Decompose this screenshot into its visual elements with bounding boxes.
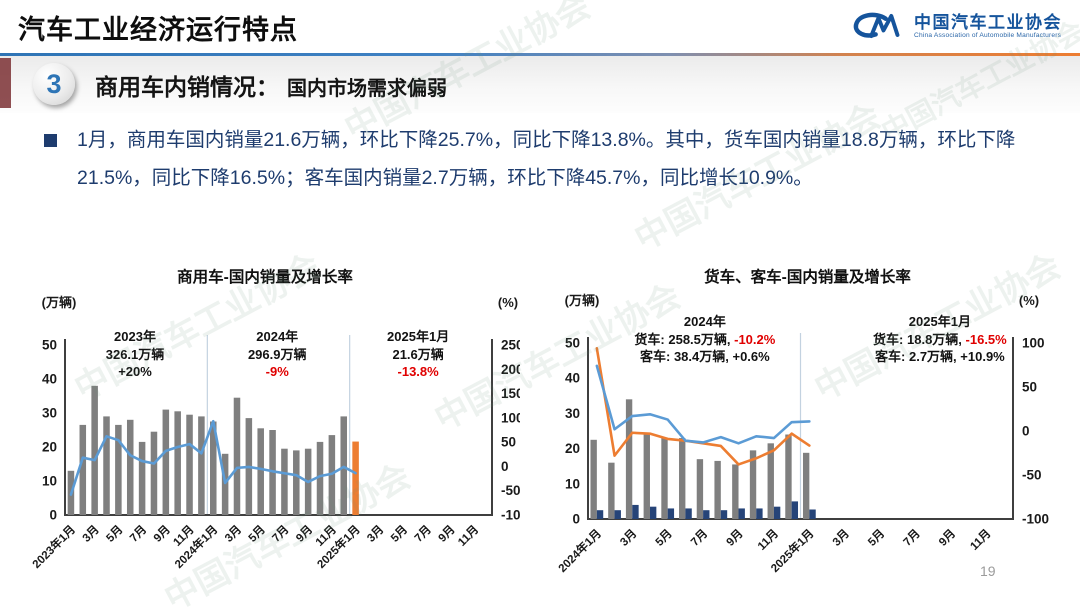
axis-unit-labels: (万辆) (%) [565, 293, 1039, 308]
axis-unit-labels: (万辆) (%) [42, 295, 518, 310]
bars-1 [596, 501, 816, 519]
svg-text:40: 40 [42, 372, 57, 387]
period-dividers [206, 335, 351, 515]
chart-annotation: 2025年1月 21.6万辆 -13.8% [387, 329, 450, 379]
svg-text:150: 150 [501, 386, 520, 401]
summary-text: 1月，商用车国内销量21.6万辆，环比下降25.7%，同比下降13.8%。其中，… [77, 129, 1016, 189]
svg-text:5月: 5月 [104, 523, 126, 545]
growth-line-0 [69, 419, 357, 496]
svg-text:20: 20 [42, 440, 57, 455]
y-axis-left-labels: 50 40 30 20 10 0 [42, 338, 57, 523]
svg-text:9月: 9月 [293, 523, 315, 545]
y-axis-right-labels: 100 50 0 -50 -100 [1022, 336, 1049, 527]
axes [587, 337, 1014, 520]
section-band: 3 商用车内销情况： 国内市场需求偏弱 [0, 56, 1080, 113]
svg-text:-50: -50 [501, 483, 520, 498]
svg-text:7月: 7月 [412, 523, 434, 545]
svg-text:7月: 7月 [688, 527, 710, 549]
svg-text:7月: 7月 [127, 523, 149, 545]
bars-0 [590, 399, 810, 519]
svg-text:5月: 5月 [246, 523, 268, 545]
svg-text:(%): (%) [1019, 293, 1039, 308]
bars-0 [67, 385, 359, 515]
chart-title: 货车、客车-国内销量及增长率 [704, 269, 911, 286]
section-title: 商用车内销情况： 国内市场需求偏弱 [95, 73, 447, 100]
svg-text:0: 0 [501, 459, 509, 474]
svg-text:3月: 3月 [830, 527, 852, 549]
svg-text:11月: 11月 [455, 523, 481, 549]
y-axis-left-labels: 50 40 30 20 10 0 [565, 336, 580, 527]
svg-text:50: 50 [501, 435, 516, 450]
axes [64, 339, 493, 516]
svg-text:40: 40 [565, 371, 580, 386]
chart-commercial-vehicle: 商用车-国内销量及增长率 50 40 30 20 10 0 250 200 150 100 50 0-… [10, 255, 520, 603]
svg-text:-100: -100 [1022, 512, 1049, 527]
svg-text:2024年1月: 2024年1月 [555, 526, 604, 575]
svg-text:-50: -50 [1022, 468, 1042, 483]
section-number-badge: 3 [33, 63, 75, 105]
chart-title: 商用车-国内销量及增长率 [177, 269, 353, 286]
chart-truck-bus: 货车、客车-国内销量及增长率 50 40 30 20 10 0 100 50 0 -50 -100(… [545, 255, 1070, 603]
growth-line-1 [595, 364, 811, 445]
svg-text:9月: 9月 [936, 527, 958, 549]
svg-text:11月: 11月 [755, 527, 781, 553]
caam-logo-icon [853, 12, 900, 39]
chart-annotation: 2024年 货车: 258.5万辆, -10.2% 客车: 38.4万辆, +0.6… [634, 314, 776, 364]
section-band-accent [0, 58, 11, 108]
svg-text:0: 0 [49, 508, 57, 523]
chart-annotation: 2023年 326.1万辆 +20% [105, 329, 165, 379]
svg-text:5月: 5月 [653, 527, 675, 549]
svg-text:0: 0 [1022, 424, 1030, 439]
svg-text:100: 100 [501, 410, 520, 425]
svg-text:200: 200 [501, 362, 520, 377]
svg-text:9月: 9月 [151, 523, 173, 545]
section-subtitle: 国内市场需求偏弱 [287, 77, 447, 100]
svg-text:-100: -100 [501, 508, 520, 523]
chart-annotation: 2024年 296.9万辆 -9% [247, 329, 307, 379]
caam-logo: 中国汽车工业协会 China Association of Automobile… [851, 8, 1062, 44]
summary-paragraph: 1月，商用车国内销量21.6万辆，环比下降25.7%，同比下降13.8%。其中，… [44, 121, 1080, 197]
svg-text:10: 10 [42, 474, 57, 489]
caam-name-cn: 中国汽车工业协会 [914, 13, 1062, 32]
svg-text:(%): (%) [498, 295, 518, 310]
header-divider [0, 53, 1080, 56]
svg-text:(万辆): (万辆) [565, 293, 600, 308]
chart-canvas: 50403020100250200150100500-50-100(万辆)(%)… [29, 295, 520, 571]
y-axis-right-labels: 250 200 150 100 50 0 -50 -100 [501, 338, 520, 523]
page-number: 19 [980, 563, 996, 579]
svg-text:100: 100 [1022, 336, 1045, 351]
svg-text:7月: 7月 [901, 527, 923, 549]
svg-text:30: 30 [565, 406, 580, 421]
section-number: 3 [46, 68, 62, 99]
svg-text:10: 10 [565, 476, 580, 491]
svg-text:250: 250 [501, 338, 520, 353]
svg-text:2023年1月: 2023年1月 [29, 522, 78, 571]
svg-text:50: 50 [565, 336, 580, 351]
caam-logo-text: 中国汽车工业协会 China Association of Automobile… [914, 13, 1062, 39]
svg-text:3月: 3月 [365, 523, 387, 545]
svg-text:9月: 9月 [724, 527, 746, 549]
svg-text:50: 50 [42, 338, 57, 353]
caam-name-en: China Association of Automobile Manufact… [914, 32, 1062, 39]
page-title: 汽车工业经济运行特点 [18, 15, 298, 45]
svg-text:(万辆): (万辆) [42, 295, 77, 310]
svg-text:30: 30 [42, 406, 57, 421]
svg-text:0: 0 [572, 512, 580, 527]
svg-text:9月: 9月 [436, 523, 458, 545]
svg-text:7月: 7月 [270, 523, 292, 545]
svg-text:3月: 3月 [80, 523, 102, 545]
svg-text:3月: 3月 [222, 523, 244, 545]
bullet-square-icon [44, 134, 57, 147]
svg-text:3月: 3月 [618, 527, 640, 549]
svg-text:5月: 5月 [865, 527, 887, 549]
chart-annotation: 2025年1月 货车: 18.8万辆, -16.5% 客车: 2.7万辆, +10.… [873, 314, 1007, 364]
svg-text:50: 50 [1022, 380, 1037, 395]
svg-text:11月: 11月 [968, 527, 994, 553]
svg-text:20: 20 [565, 441, 580, 456]
svg-text:5月: 5月 [388, 523, 410, 545]
